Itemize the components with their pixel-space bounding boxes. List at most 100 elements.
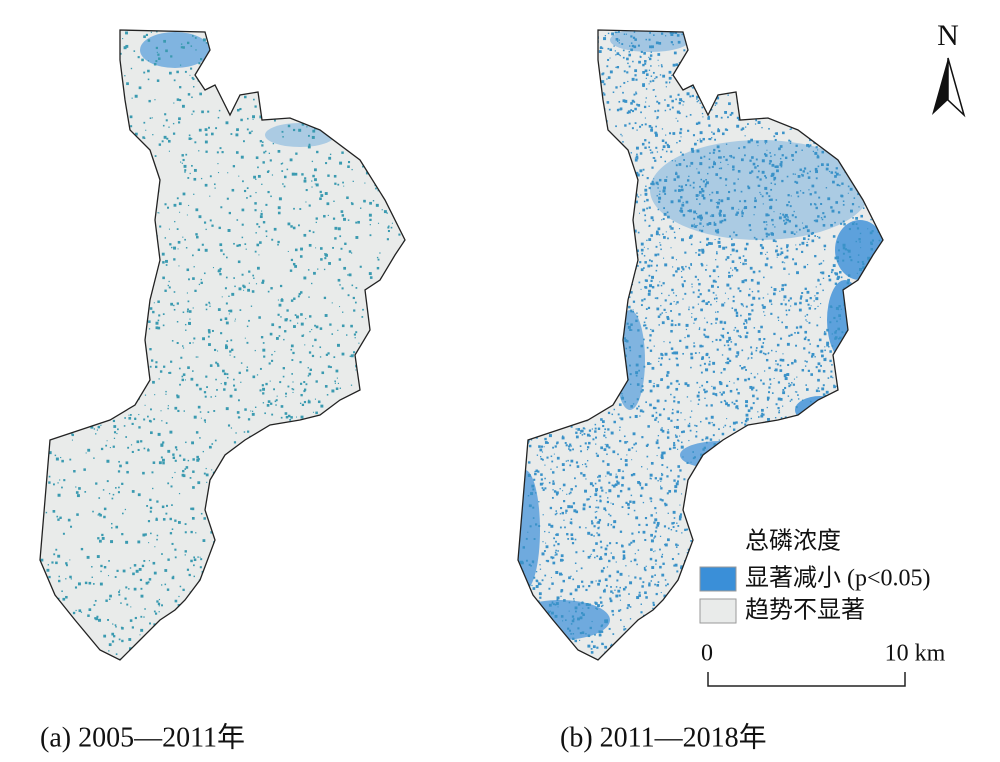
speckle <box>377 138 379 140</box>
speckle <box>243 189 247 193</box>
speckle <box>747 628 751 632</box>
speckle <box>558 165 561 169</box>
speckle <box>648 259 651 262</box>
speckle <box>593 41 595 43</box>
speckle <box>678 515 682 519</box>
speckle <box>67 291 70 295</box>
speckle <box>888 424 890 426</box>
speckle <box>228 313 230 315</box>
speckle <box>131 450 134 453</box>
speckle <box>403 156 405 158</box>
speckle <box>410 520 412 522</box>
speckle <box>680 136 682 138</box>
speckle <box>240 381 242 383</box>
speckle <box>870 155 874 159</box>
speckle <box>225 302 228 305</box>
speckle <box>91 412 94 415</box>
speckle <box>107 177 111 181</box>
speckle <box>884 549 887 552</box>
speckle <box>682 285 685 288</box>
speckle <box>334 427 337 431</box>
speckle <box>724 40 726 42</box>
speckle <box>810 373 814 376</box>
speckle <box>65 564 68 567</box>
speckle <box>565 356 569 360</box>
speckle <box>323 76 325 78</box>
speckle <box>294 70 298 74</box>
speckle <box>599 540 602 543</box>
speckle <box>701 189 705 193</box>
speckle <box>764 154 768 157</box>
speckle <box>659 629 661 631</box>
speckle <box>797 331 800 334</box>
speckle <box>734 343 737 346</box>
speckle <box>361 316 364 318</box>
speckle <box>600 546 603 549</box>
speckle <box>383 132 386 136</box>
speckle <box>149 622 151 625</box>
speckle <box>693 318 697 321</box>
speckle <box>332 217 336 220</box>
speckle <box>716 205 719 209</box>
speckle <box>671 227 674 230</box>
speckle <box>119 589 121 591</box>
speckle <box>580 170 582 173</box>
speckle <box>278 303 282 307</box>
speckle <box>389 320 392 323</box>
speckle <box>57 294 60 297</box>
speckle <box>197 556 199 558</box>
speckle <box>168 286 171 289</box>
speckle <box>711 38 713 40</box>
speckle <box>528 444 532 448</box>
speckle <box>51 393 54 396</box>
speckle <box>219 147 222 150</box>
speckle <box>188 278 190 281</box>
speckle <box>251 575 255 579</box>
speckle <box>583 375 586 378</box>
speckle <box>253 98 255 101</box>
speckle <box>297 586 300 589</box>
speckle <box>378 388 382 392</box>
speckle <box>264 562 267 565</box>
speckle <box>592 549 596 552</box>
speckle <box>384 131 387 134</box>
speckle <box>681 33 683 36</box>
speckle <box>236 244 239 247</box>
speckle <box>561 634 564 638</box>
speckle <box>362 373 366 377</box>
speckle <box>582 507 586 511</box>
speckle <box>664 193 667 195</box>
speckle <box>566 48 569 51</box>
speckle <box>333 468 336 471</box>
speckle <box>199 631 202 633</box>
speckle <box>722 648 724 651</box>
speckle <box>146 292 149 295</box>
speckle <box>871 400 874 403</box>
speckle <box>565 509 568 512</box>
speckle <box>821 354 824 358</box>
speckle <box>560 595 562 597</box>
speckle <box>757 479 760 482</box>
speckle <box>710 100 713 104</box>
speckle <box>699 293 702 296</box>
speckle <box>148 209 151 212</box>
speckle <box>627 513 630 516</box>
speckle <box>354 301 357 304</box>
speckle <box>203 272 206 275</box>
speckle <box>184 238 186 241</box>
speckle <box>156 51 158 53</box>
speckle <box>243 140 245 143</box>
speckle <box>101 536 105 540</box>
speckle <box>540 144 543 147</box>
speckle <box>729 563 731 565</box>
speckle <box>380 90 382 92</box>
speckle <box>395 595 398 598</box>
speckle <box>714 393 718 396</box>
speckle <box>550 468 552 470</box>
speckle <box>528 80 532 84</box>
speckle <box>261 91 263 93</box>
speckle <box>540 456 542 458</box>
speckle <box>860 549 863 552</box>
speckle <box>161 252 165 256</box>
speckle <box>709 152 711 154</box>
